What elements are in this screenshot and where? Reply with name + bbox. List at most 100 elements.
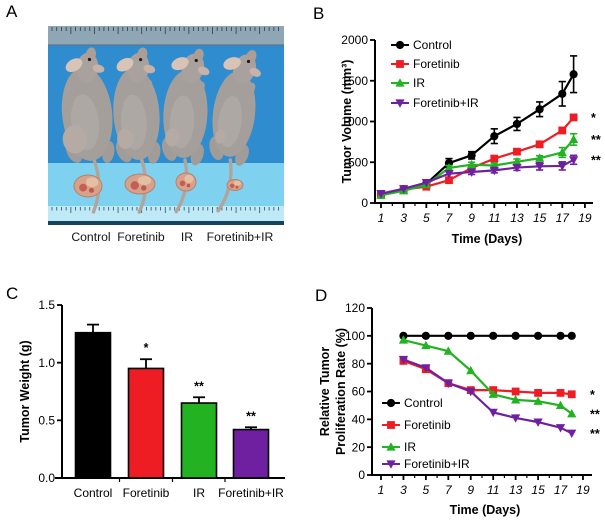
svg-text:1: 1 [378, 483, 385, 497]
svg-text:Foretinib: Foretinib [123, 486, 170, 500]
svg-text:20: 20 [352, 440, 366, 454]
svg-text:0: 0 [358, 468, 365, 482]
svg-text:1000: 1000 [341, 115, 368, 129]
svg-text:60: 60 [352, 385, 366, 399]
svg-text:5: 5 [423, 211, 430, 225]
svg-text:11: 11 [488, 211, 500, 225]
svg-text:9: 9 [468, 211, 475, 225]
tumor-weight-bar-chart: 0.0 0.5 1.0 1.5 Tumor Weight (g) Control * Fore… [18, 298, 285, 500]
panel-b-tumor-volume-chart: 0 500 1000 1500 2000 1 3 5 7 9 11 13 15 17 19 Time (Day… [300, 0, 605, 260]
series-IR: ** [398, 335, 600, 421]
mouse [161, 48, 210, 214]
svg-text:100: 100 [345, 329, 365, 343]
svg-text:15: 15 [531, 483, 545, 497]
legend: Control Foretinib IR Foretinib+IR [391, 38, 479, 110]
photo-group-label-ir: IR [180, 230, 194, 244]
legend: Control Foretinib IR Foretinib+IR [382, 396, 470, 471]
svg-text:Proliferation Rate (%): Proliferation Rate (%) [334, 328, 348, 455]
series-Foretinib+IR: ** [376, 153, 601, 199]
svg-text:80: 80 [352, 357, 366, 371]
panel-c-label: C [6, 284, 19, 303]
svg-text:Tumor Weight (g): Tumor Weight (g) [18, 340, 32, 442]
svg-text:IR: IR [413, 76, 425, 90]
bar-IR: ** IR [180, 379, 218, 500]
svg-text:9: 9 [467, 483, 474, 497]
svg-text:**: ** [591, 133, 601, 147]
svg-text:*: * [144, 341, 149, 355]
bar-Control: Control [74, 323, 113, 500]
svg-text:0.5: 0.5 [38, 414, 55, 428]
svg-text:1: 1 [378, 211, 385, 225]
svg-text:0: 0 [361, 196, 368, 210]
svg-text:Relative Tumor: Relative Tumor [318, 347, 332, 437]
excised-tumor [73, 174, 103, 198]
bar-Foretinib+IR: ** Foretinib+IR [218, 409, 284, 500]
svg-text:Foretinib+IR: Foretinib+IR [404, 457, 470, 471]
svg-text:3: 3 [400, 483, 407, 497]
svg-text:**: ** [591, 153, 601, 167]
excised-tumor [226, 179, 244, 191]
svg-text:Tumor Volume (mm³): Tumor Volume (mm³) [340, 60, 354, 184]
svg-text:Control: Control [413, 38, 452, 52]
svg-text:40: 40 [352, 413, 366, 427]
mouse [209, 49, 261, 213]
excised-tumor [175, 172, 197, 192]
photo-group-label-foretinib: Foretinib [117, 230, 165, 244]
panel-a-mice-photo: Control Foretinib IR Foretinib+IR [0, 0, 300, 260]
bar-Foretinib: * Foretinib [123, 341, 170, 500]
svg-text:Foretinib+IR: Foretinib+IR [413, 96, 479, 110]
svg-text:3: 3 [400, 211, 407, 225]
svg-text:Foretinib+IR: Foretinib+IR [218, 486, 284, 500]
svg-text:120: 120 [345, 301, 365, 315]
svg-text:Foretinib: Foretinib [413, 57, 460, 71]
svg-text:5: 5 [423, 483, 430, 497]
mice-photo-image [48, 26, 284, 225]
svg-text:15: 15 [533, 211, 547, 225]
svg-text:Foretinib: Foretinib [404, 418, 451, 432]
svg-text:**: ** [590, 427, 600, 441]
mouse [61, 47, 115, 214]
svg-text:**: ** [246, 409, 256, 423]
svg-text:1500: 1500 [341, 74, 368, 88]
series-Control [399, 331, 576, 340]
svg-text:11: 11 [487, 483, 499, 497]
svg-text:Control: Control [74, 486, 113, 500]
photo-group-label-control: Control [71, 230, 111, 244]
svg-text:500: 500 [348, 155, 368, 169]
svg-text:19: 19 [576, 483, 590, 497]
svg-text:**: ** [194, 379, 204, 393]
svg-text:*: * [591, 111, 596, 125]
svg-text:1.0: 1.0 [38, 356, 55, 370]
svg-text:13: 13 [509, 483, 523, 497]
excised-tumor [124, 173, 156, 195]
svg-text:7: 7 [445, 483, 453, 497]
svg-text:1.5: 1.5 [38, 298, 55, 312]
svg-text:**: ** [590, 407, 600, 421]
svg-text:Time (Days): Time (Days) [450, 503, 521, 517]
photo-group-label-foretinib-ir: Foretinib+IR [206, 230, 274, 244]
svg-text:Time (Days): Time (Days) [452, 232, 523, 246]
series-Foretinib+IR: ** [398, 355, 600, 441]
svg-text:17: 17 [556, 211, 571, 225]
mouse [113, 47, 161, 214]
panel-c-tumor-weight-chart: 0.0 0.5 1.0 1.5 Tumor Weight (g) Control * Fore… [0, 260, 300, 522]
svg-text:7: 7 [446, 211, 454, 225]
panel-b-label: B [313, 4, 325, 23]
svg-text:0.0: 0.0 [38, 471, 55, 485]
series-IR: ** [376, 132, 601, 199]
svg-text:*: * [590, 388, 595, 402]
svg-text:IR: IR [193, 486, 205, 500]
svg-text:13: 13 [510, 211, 524, 225]
svg-text:IR: IR [404, 440, 416, 454]
svg-text:19: 19 [578, 211, 592, 225]
panel-d-label: D [315, 286, 328, 305]
photo [48, 26, 284, 225]
panel-a-label: A [6, 2, 18, 21]
panel-d-proliferation-chart: 0 20 40 60 80 100 120 1 3 5 7 9 11 13 15 17 19 Time (Days… [300, 260, 605, 522]
series-Control [376, 55, 578, 199]
